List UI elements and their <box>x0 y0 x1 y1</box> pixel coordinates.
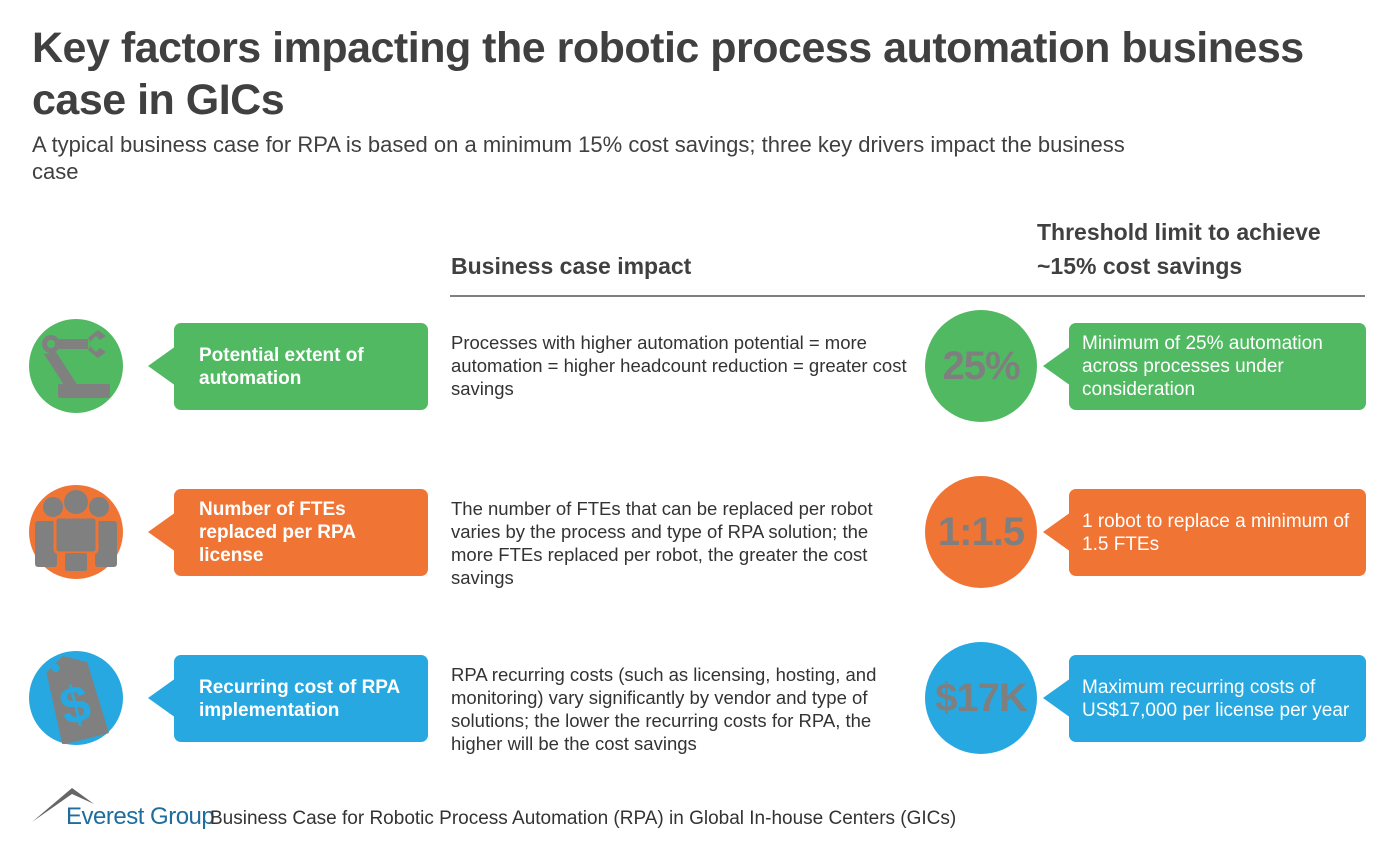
threshold-description-box: Minimum of 25% automation across process… <box>1069 323 1366 410</box>
price-tag-dollar-icon: $ <box>33 648 119 749</box>
factor-label: Recurring cost of RPA implementation <box>199 676 400 721</box>
factor-label-box: Potential extent of automation <box>174 323 428 410</box>
callout-pointer <box>148 678 176 718</box>
callout-pointer <box>148 346 176 386</box>
threshold-description-box: Maximum recurring costs of US$17,000 per… <box>1069 655 1366 742</box>
threshold-value: $17K <box>935 675 1028 720</box>
threshold-description: Maximum recurring costs of US$17,000 per… <box>1082 676 1350 721</box>
callout-pointer <box>1043 346 1071 386</box>
callout-pointer <box>148 512 176 552</box>
people-group-icon <box>33 487 119 578</box>
robot-arm-icon <box>36 324 116 409</box>
threshold-value-circle: $17K <box>925 642 1037 754</box>
threshold-value: 1:1.5 <box>937 509 1025 554</box>
callout-pointer <box>1043 678 1071 718</box>
factor-icon-circle <box>29 485 123 579</box>
threshold-column-header-line1: Threshold limit to achieve <box>1037 219 1321 245</box>
threshold-description: Minimum of 25% automation across process… <box>1082 333 1323 400</box>
factor-icon-circle: $ <box>29 651 123 745</box>
factor-label: Potential extent of automation <box>199 344 364 389</box>
threshold-value-circle: 25% <box>925 310 1037 422</box>
everest-group-logo: Everest Group <box>66 803 215 830</box>
business-case-impact-text: The number of FTEs that can be replaced … <box>451 498 873 588</box>
factor-label-box: Number of FTEs replaced per RPA license <box>174 489 428 576</box>
threshold-description-box: 1 robot to replace a minimum of 1.5 FTEs <box>1069 489 1366 576</box>
everest-logo-mountain <box>32 788 94 822</box>
threshold-value-circle: 1:1.5 <box>925 476 1037 588</box>
threshold-description: 1 robot to replace a minimum of 1.5 FTEs <box>1082 510 1350 555</box>
business-case-impact-text: Processes with higher automation potenti… <box>451 332 907 399</box>
threshold-value: 25% <box>942 343 1020 388</box>
factor-label: Number of FTEs replaced per RPA license <box>199 499 356 566</box>
page-subtitle: A typical business case for RPA is based… <box>32 132 1125 184</box>
business-case-impact-text: RPA recurring costs (such as licensing, … <box>451 664 877 754</box>
page-title: Key factors impacting the robotic proces… <box>32 24 1304 124</box>
factor-icon-circle <box>29 319 123 413</box>
factor-label-box: Recurring cost of RPA implementation <box>174 655 428 742</box>
callout-pointer <box>1043 512 1071 552</box>
header-divider <box>450 295 1365 297</box>
impact-column-header: Business case impact <box>451 253 692 279</box>
footer-source-text: Business Case for Robotic Process Automa… <box>210 808 957 829</box>
threshold-column-header-line2: ~15% cost savings <box>1037 253 1243 279</box>
